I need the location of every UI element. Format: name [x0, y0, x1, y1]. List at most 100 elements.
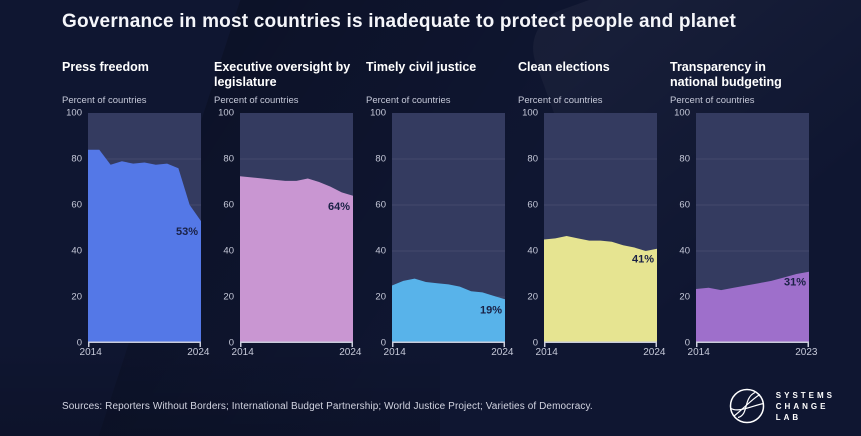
y-tick-label: 80: [679, 153, 690, 165]
end-value-label: 41%: [632, 254, 654, 266]
chart-title: Timely civil justice: [366, 60, 477, 74]
footer: Sources: Reporters Without Borders; Inte…: [62, 384, 835, 428]
y-tick-label: 0: [228, 337, 234, 349]
x-axis-start-label: 2014: [687, 347, 710, 358]
plot-row: 100 80 60 40 20 0 31%: [670, 108, 809, 349]
y-tick-label: 80: [375, 153, 386, 165]
chart-unit-label: Percent of countries: [518, 95, 603, 106]
area-fill: [696, 271, 809, 343]
y-tick-label: 40: [223, 245, 234, 257]
area-chart-svg: 53%: [88, 113, 201, 347]
y-tick-label: 0: [684, 337, 690, 349]
chart-unit-label: Percent of countries: [366, 95, 451, 106]
plot-area: 31%: [696, 113, 809, 347]
chart-title: Transparency in national budgeting: [670, 60, 782, 89]
x-axis-start-label: 2014: [79, 347, 102, 358]
y-tick-label: 80: [527, 153, 538, 165]
y-tick-label: 0: [76, 337, 82, 349]
chart-panel-press-freedom: Press freedom Percent of countries 100 80…: [62, 60, 210, 361]
y-tick-label: 100: [522, 107, 538, 119]
charts-row: Press freedom Percent of countries 100 80…: [62, 60, 818, 361]
x-axis-end-label: 2024: [187, 347, 210, 358]
y-tick-label: 100: [218, 107, 234, 119]
y-tick-label: 20: [375, 291, 386, 303]
end-value-label: 53%: [176, 226, 198, 238]
y-tick-label: 20: [71, 291, 82, 303]
chart-title: Press freedom: [62, 60, 149, 74]
y-tick-label: 60: [679, 199, 690, 211]
y-axis-ticks: 100 80 60 40 20 0: [670, 108, 696, 349]
area-fill: [392, 278, 505, 343]
x-axis: 2014 2024: [384, 347, 514, 361]
page-title: Governance in most countries is inadequa…: [62, 11, 737, 32]
area-fill: [240, 176, 353, 343]
x-axis: 2014 2024: [80, 347, 210, 361]
plot-area: 64%: [240, 113, 353, 347]
chart-title: Clean elections: [518, 60, 610, 74]
chart-unit-label: Percent of countries: [214, 95, 299, 106]
y-tick-label: 40: [527, 245, 538, 257]
chart-panel-timely-civil-justice: Timely civil justice Percent of countrie…: [366, 60, 514, 361]
end-value-label: 31%: [784, 277, 806, 289]
plot-row: 100 80 60 40 20 0 19%: [366, 108, 505, 349]
area-chart-svg: 41%: [544, 113, 657, 347]
logo-line: SYSTEMS: [775, 390, 835, 400]
sources-note: Sources: Reporters Without Borders; Inte…: [62, 400, 593, 412]
y-tick-label: 20: [223, 291, 234, 303]
y-tick-label: 40: [71, 245, 82, 257]
y-tick-label: 100: [674, 107, 690, 119]
y-tick-label: 40: [375, 245, 386, 257]
y-tick-label: 100: [370, 107, 386, 119]
y-tick-label: 60: [71, 199, 82, 211]
logo-line: CHANGE: [775, 401, 829, 411]
chart-panel-transparency-in-national-budgeting: Transparency in national budgeting Perce…: [670, 60, 818, 361]
y-tick-label: 0: [532, 337, 538, 349]
systems-change-lab-logo: SYSTEMS CHANGE LAB: [728, 387, 835, 425]
area-fill: [544, 236, 657, 343]
x-axis-end-label: 2024: [339, 347, 362, 358]
x-axis-start-label: 2014: [231, 347, 254, 358]
end-value-label: 19%: [480, 304, 502, 316]
chart-panel-executive-oversight-by-legislature: Executive oversight by legislature Perce…: [214, 60, 361, 361]
x-axis-end-label: 2023: [795, 347, 818, 358]
x-axis-start-label: 2014: [383, 347, 406, 358]
logo-line: LAB: [775, 412, 802, 422]
x-axis-start-label: 2014: [535, 347, 558, 358]
y-tick-label: 80: [223, 153, 234, 165]
x-axis-end-label: 2024: [491, 347, 514, 358]
y-tick-label: 60: [375, 199, 386, 211]
area-chart-svg: 31%: [696, 113, 809, 347]
area-fill: [88, 149, 201, 343]
y-tick-label: 0: [380, 337, 386, 349]
x-axis-end-label: 2024: [643, 347, 666, 358]
y-tick-label: 100: [66, 107, 82, 119]
chart-title: Executive oversight by legislature: [214, 60, 351, 89]
y-axis-ticks: 100 80 60 40 20 0: [62, 108, 88, 349]
logo-wordmark: SYSTEMS CHANGE LAB: [776, 390, 835, 423]
y-tick-label: 80: [71, 153, 82, 165]
y-axis-ticks: 100 80 60 40 20 0: [518, 108, 544, 349]
end-value-label: 64%: [328, 201, 350, 213]
chart-panel-clean-elections: Clean elections Percent of countries 100…: [518, 60, 666, 361]
y-tick-label: 60: [223, 199, 234, 211]
area-chart-svg: 64%: [240, 113, 353, 347]
y-axis-ticks: 100 80 60 40 20 0: [366, 108, 392, 349]
x-axis: 2014 2023: [688, 347, 818, 361]
plot-row: 100 80 60 40 20 0 64%: [214, 108, 353, 349]
x-axis: 2014 2024: [536, 347, 666, 361]
chart-unit-label: Percent of countries: [670, 95, 755, 106]
plot-row: 100 80 60 40 20 0 53%: [62, 108, 201, 349]
logo-icon: [729, 388, 765, 424]
y-tick-label: 40: [679, 245, 690, 257]
chart-unit-label: Percent of countries: [62, 95, 147, 106]
y-tick-label: 60: [527, 199, 538, 211]
plot-area: 19%: [392, 113, 505, 347]
y-tick-label: 20: [527, 291, 538, 303]
plot-row: 100 80 60 40 20 0 41%: [518, 108, 657, 349]
plot-area: 53%: [88, 113, 201, 347]
plot-area: 41%: [544, 113, 657, 347]
y-axis-ticks: 100 80 60 40 20 0: [214, 108, 240, 349]
y-tick-label: 20: [679, 291, 690, 303]
area-chart-svg: 19%: [392, 113, 505, 347]
